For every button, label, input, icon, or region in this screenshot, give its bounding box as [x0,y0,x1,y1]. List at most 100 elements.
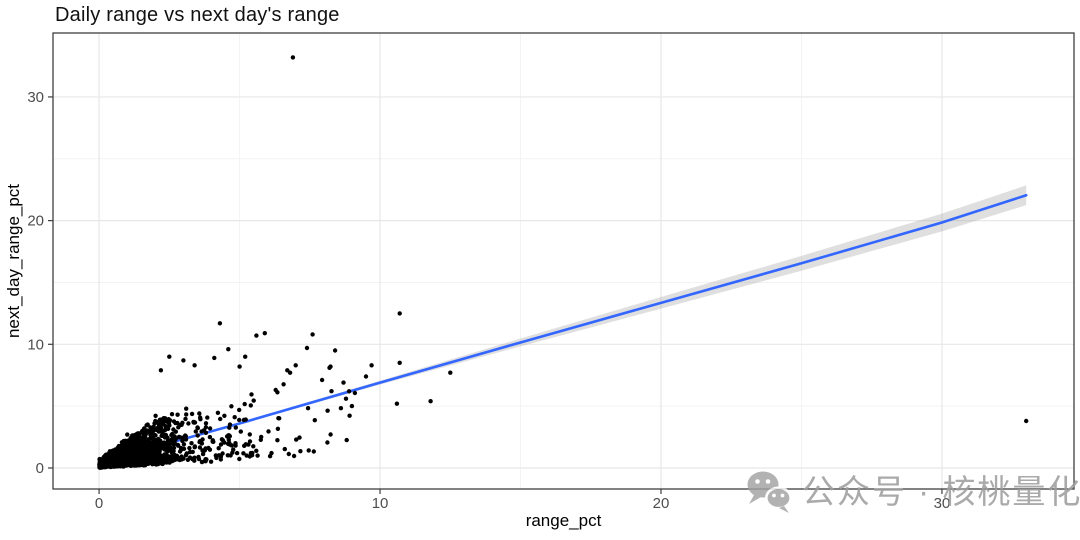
data-point [275,438,280,443]
data-point [222,440,227,445]
data-point [352,390,358,396]
data-point [200,437,205,442]
data-point [254,333,259,338]
data-point [327,365,332,370]
data-point [218,416,223,422]
data-point [133,445,139,451]
data-point [153,437,159,443]
data-point [164,426,170,431]
data-point [196,454,201,460]
data-point [306,448,311,453]
data-point [130,435,136,440]
data-point [397,360,402,365]
data-point [149,435,154,441]
data-point [242,401,247,407]
data-point [175,412,180,417]
data-point [341,380,346,385]
data-point [165,435,170,440]
data-point [197,415,203,420]
data-point [189,411,195,417]
data-point [217,321,223,326]
data-point [229,404,234,409]
data-point [222,413,227,418]
data-point [187,445,192,451]
data-point [241,451,246,456]
data-point [121,452,126,457]
data-point [275,390,280,395]
data-point [140,449,146,455]
panel-border [52,32,1075,490]
data-point [237,417,242,423]
data-point [448,370,453,375]
data-point [156,451,161,456]
data-point [151,455,156,461]
data-point [218,442,224,447]
data-point [125,432,130,437]
data-point [167,354,172,359]
data-point [177,449,183,454]
data-point [163,441,169,446]
data-point [127,439,132,445]
y-tick-label: 0 [36,460,44,477]
data-point [123,438,128,443]
data-point [195,425,200,430]
data-point [184,451,189,456]
data-point [312,418,317,423]
data-point [146,443,151,449]
data-point [428,399,433,404]
x-tick-label: 0 [95,495,103,512]
data-point [168,445,173,450]
data-point [250,450,255,456]
data-point [203,421,209,426]
data-point [158,454,163,459]
data-point [254,448,259,453]
data-point [153,413,158,418]
data-point [207,434,213,440]
data-point [259,434,264,440]
data-point [329,389,334,394]
data-point [111,452,117,457]
data-point [153,461,158,466]
data-point [181,456,186,461]
data-point [192,458,197,463]
data-point [346,389,352,394]
data-point [338,406,344,411]
chart-title: Daily range vs next day's range [55,4,340,26]
data-point [220,451,225,456]
data-point [171,442,177,447]
data-point [305,406,311,411]
data-point [397,311,402,316]
x-tick-label: 20 [653,495,670,512]
data-point [118,443,123,449]
data-point [269,450,274,456]
data-point [251,398,256,403]
data-point [193,429,198,434]
data-point [244,453,249,458]
y-tick-label: 30 [27,89,44,106]
data-point [363,374,369,379]
data-point [143,458,148,464]
data-point [247,432,252,437]
data-point [103,463,108,469]
data-point [166,417,171,422]
data-point [255,453,260,458]
data-point [332,348,338,353]
y-tick-label: 10 [27,336,44,353]
data-point [158,368,164,373]
data-point [137,445,142,451]
data-point [138,462,143,468]
data-point [242,443,247,448]
data-point [311,449,316,454]
data-point [181,358,186,363]
data-point [168,438,173,443]
data-point [232,415,237,420]
data-point [146,452,151,457]
data-point [183,437,189,442]
data-point [192,444,198,449]
data-point [165,449,170,454]
data-point [225,453,230,458]
data-point [294,437,299,442]
data-point [197,445,203,450]
